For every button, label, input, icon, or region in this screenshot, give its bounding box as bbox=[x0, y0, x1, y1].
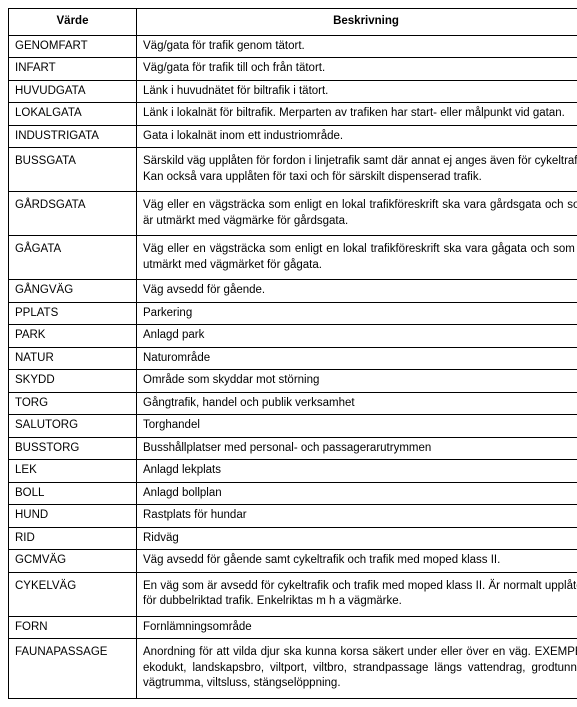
table-row: INFARTVäg/gata för trafik till och från … bbox=[9, 58, 577, 81]
table-row: GENOMFARTVäg/gata för trafik genom tätor… bbox=[9, 35, 577, 58]
table-row: INDUSTRIGATAGata i lokalnät inom ett ind… bbox=[9, 125, 577, 148]
cell-varde: PPLATS bbox=[9, 302, 137, 325]
cell-varde: GCMVÄG bbox=[9, 550, 137, 573]
cell-varde: BOLL bbox=[9, 482, 137, 505]
cell-beskrivning: Väg/gata för trafik genom tätort. bbox=[137, 35, 577, 58]
cell-varde: TORG bbox=[9, 392, 137, 415]
cell-varde: RID bbox=[9, 527, 137, 550]
cell-beskrivning: Område som skyddar mot störning bbox=[137, 370, 577, 393]
table-row: PARKAnlagd park bbox=[9, 325, 577, 348]
table-row: NATURNaturområde bbox=[9, 347, 577, 370]
table-row: HUNDRastplats för hundar bbox=[9, 505, 577, 528]
table-row: SKYDDOmråde som skyddar mot störning bbox=[9, 370, 577, 393]
table-row: FAUNAPASSAGEAnordning för att vilda djur… bbox=[9, 639, 577, 699]
cell-varde: LOKALGATA bbox=[9, 103, 137, 126]
cell-varde: PARK bbox=[9, 325, 137, 348]
col-header-varde: Värde bbox=[9, 9, 137, 36]
cell-beskrivning: Anordning för att vilda djur ska kunna k… bbox=[137, 639, 577, 699]
table-row: BUSSTORGBusshållplatser med personal- oc… bbox=[9, 437, 577, 460]
table-header-row: Värde Beskrivning bbox=[9, 9, 577, 36]
table-body: GENOMFARTVäg/gata för trafik genom tätor… bbox=[9, 35, 577, 698]
cell-varde: LEK bbox=[9, 460, 137, 483]
cell-beskrivning: Väg eller en vägsträcka som enligt en lo… bbox=[137, 192, 577, 236]
table-row: RIDRidväg bbox=[9, 527, 577, 550]
cell-beskrivning: Anlagd bollplan bbox=[137, 482, 577, 505]
cell-beskrivning: Ridväg bbox=[137, 527, 577, 550]
cell-varde: GÅRDSGATA bbox=[9, 192, 137, 236]
table-row: GCMVÄGVäg avsedd för gående samt cykeltr… bbox=[9, 550, 577, 573]
cell-beskrivning: Torghandel bbox=[137, 415, 577, 438]
cell-beskrivning: Anlagd park bbox=[137, 325, 577, 348]
cell-varde: SALUTORG bbox=[9, 415, 137, 438]
cell-varde: FORN bbox=[9, 616, 137, 639]
cell-beskrivning: Väg avsedd för gående samt cykeltrafik o… bbox=[137, 550, 577, 573]
cell-varde: GENOMFART bbox=[9, 35, 137, 58]
table-row: SALUTORGTorghandel bbox=[9, 415, 577, 438]
table-row: GÅGATAVäg eller en vägsträcka som enligt… bbox=[9, 236, 577, 280]
cell-beskrivning: Fornlämningsområde bbox=[137, 616, 577, 639]
table-row: LEKAnlagd lekplats bbox=[9, 460, 577, 483]
cell-beskrivning: Gångtrafik, handel och publik verksamhet bbox=[137, 392, 577, 415]
table-row: HUVUDGATALänk i huvudnätet för biltrafik… bbox=[9, 80, 577, 103]
cell-beskrivning: En väg som är avsedd för cykeltrafik och… bbox=[137, 572, 577, 616]
table-row: BOLLAnlagd bollplan bbox=[9, 482, 577, 505]
cell-beskrivning: Väg/gata för trafik till och från tätort… bbox=[137, 58, 577, 81]
cell-varde: INFART bbox=[9, 58, 137, 81]
table-row: TORGGångtrafik, handel och publik verksa… bbox=[9, 392, 577, 415]
cell-beskrivning: Länk i huvudnätet för biltrafik i tätort… bbox=[137, 80, 577, 103]
cell-varde: SKYDD bbox=[9, 370, 137, 393]
table-row: PPLATSParkering bbox=[9, 302, 577, 325]
cell-varde: GÅNGVÄG bbox=[9, 280, 137, 303]
cell-beskrivning: Naturområde bbox=[137, 347, 577, 370]
cell-varde: BUSSGATA bbox=[9, 148, 137, 192]
cell-beskrivning: Väg eller en vägsträcka som enligt en lo… bbox=[137, 236, 577, 280]
cell-varde: HUND bbox=[9, 505, 137, 528]
cell-beskrivning: Särskild väg upplåten för fordon i linje… bbox=[137, 148, 577, 192]
cell-varde: NATUR bbox=[9, 347, 137, 370]
cell-beskrivning: Anlagd lekplats bbox=[137, 460, 577, 483]
cell-varde: HUVUDGATA bbox=[9, 80, 137, 103]
table-row: FORNFornlämningsområde bbox=[9, 616, 577, 639]
table-row: GÅNGVÄGVäg avsedd för gående. bbox=[9, 280, 577, 303]
cell-varde: CYKELVÄG bbox=[9, 572, 137, 616]
cell-beskrivning: Busshållplatser med personal- och passag… bbox=[137, 437, 577, 460]
cell-varde: FAUNAPASSAGE bbox=[9, 639, 137, 699]
cell-beskrivning: Rastplats för hundar bbox=[137, 505, 577, 528]
cell-varde: BUSSTORG bbox=[9, 437, 137, 460]
definition-table: Värde Beskrivning GENOMFARTVäg/gata för … bbox=[8, 8, 577, 699]
table-row: BUSSGATASärskild väg upplåten för fordon… bbox=[9, 148, 577, 192]
col-header-beskrivning: Beskrivning bbox=[137, 9, 577, 36]
cell-beskrivning: Gata i lokalnät inom ett industriområde. bbox=[137, 125, 577, 148]
cell-beskrivning: Länk i lokalnät för biltrafik. Merparten… bbox=[137, 103, 577, 126]
table-row: GÅRDSGATAVäg eller en vägsträcka som enl… bbox=[9, 192, 577, 236]
table-row: CYKELVÄGEn väg som är avsedd för cykeltr… bbox=[9, 572, 577, 616]
cell-beskrivning: Parkering bbox=[137, 302, 577, 325]
cell-varde: INDUSTRIGATA bbox=[9, 125, 137, 148]
table-row: LOKALGATALänk i lokalnät för biltrafik. … bbox=[9, 103, 577, 126]
cell-beskrivning: Väg avsedd för gående. bbox=[137, 280, 577, 303]
cell-varde: GÅGATA bbox=[9, 236, 137, 280]
